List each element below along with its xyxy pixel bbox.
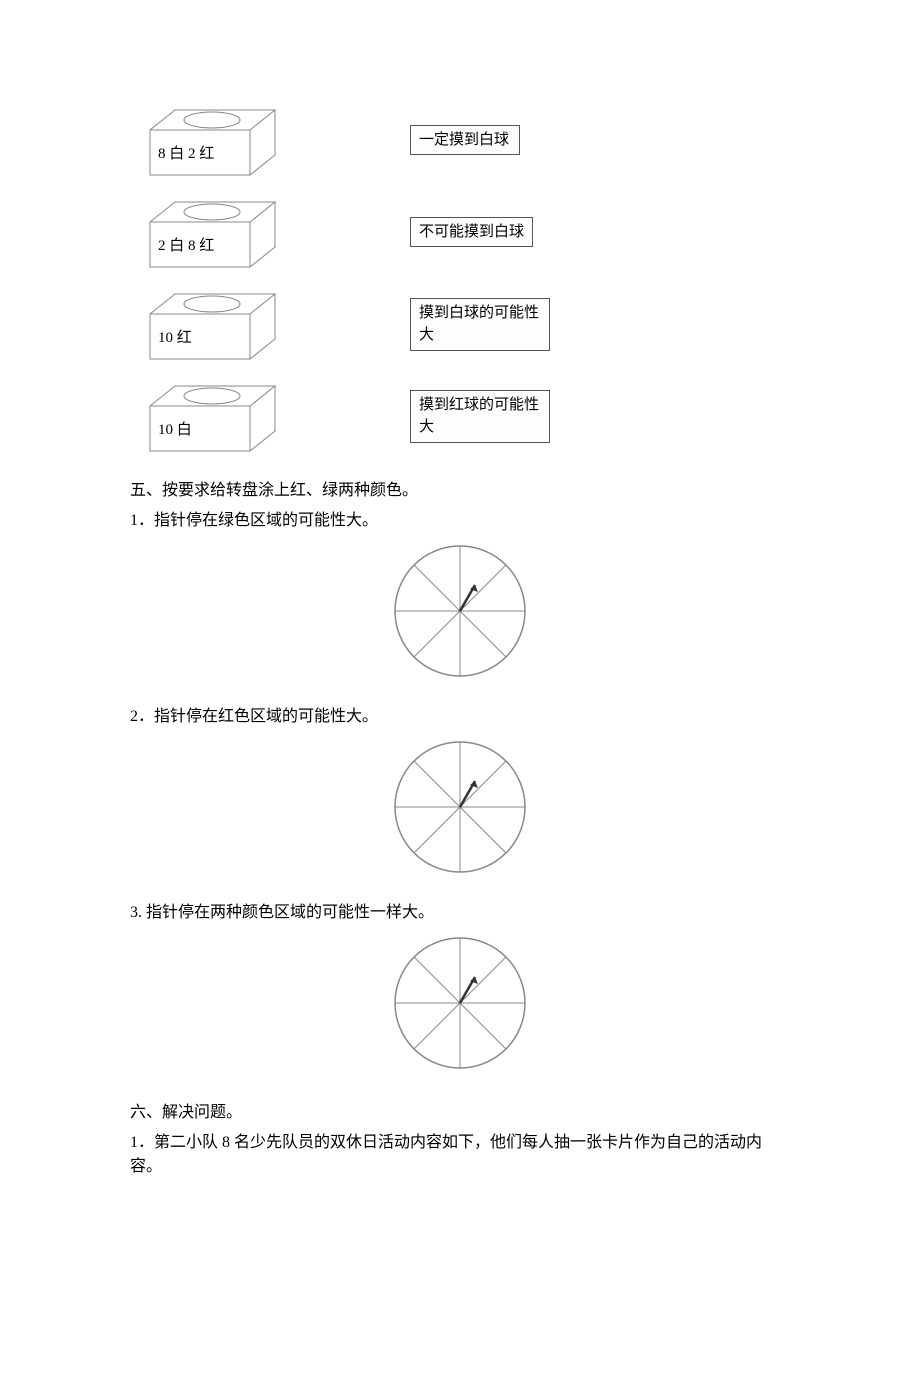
box-label: 8 白 2 红 [158,142,214,163]
answer-box-3: 摸到白球的可能性大 [410,298,550,351]
spinner-icon [385,928,535,1078]
ball-box-1: 8 白 2 红 [140,100,280,180]
ball-box-4: 10 白 [140,376,280,456]
spinner-icon [385,536,535,686]
box-label: 10 红 [158,326,192,347]
section5-heading: 五、按要求给转盘涂上红、绿两种颜色。 [130,476,790,500]
match-row-3: 10 红 摸到白球的可能性大 [130,284,790,364]
spinner-icon [385,732,535,882]
box-shape-icon [140,100,280,180]
spinner-1-wrap [130,536,790,686]
box-label: 2 白 8 红 [158,234,214,255]
answer-box-1: 一定摸到白球 [410,125,520,156]
box-shape-icon [140,284,280,364]
ball-box-3: 10 红 [140,284,280,364]
spinner-2-wrap [130,732,790,882]
answer-box-4: 摸到红球的可能性大 [410,390,550,443]
match-row-1: 8 白 2 红 一定摸到白球 [130,100,790,180]
spinner-3-wrap [130,928,790,1078]
section6-q1: 1．第二小队 8 名少先队员的双休日活动内容如下，他们每人抽一张卡片作为自己的活… [130,1128,790,1176]
answer-box-2: 不可能摸到白球 [410,217,533,248]
match-row-2: 2 白 8 红 不可能摸到白球 [130,192,790,272]
ball-box-2: 2 白 8 红 [140,192,280,272]
section6-heading: 六、解决问题。 [130,1098,790,1122]
box-shape-icon [140,376,280,456]
box-shape-icon [140,192,280,272]
section5-q1: 1．指针停在绿色区域的可能性大。 [130,506,790,530]
section5-q2: 2．指针停在红色区域的可能性大。 [130,702,790,726]
match-row-4: 10 白 摸到红球的可能性大 [130,376,790,456]
box-label: 10 白 [158,418,192,439]
section5-q3: 3. 指针停在两种颜色区域的可能性一样大。 [130,898,790,922]
